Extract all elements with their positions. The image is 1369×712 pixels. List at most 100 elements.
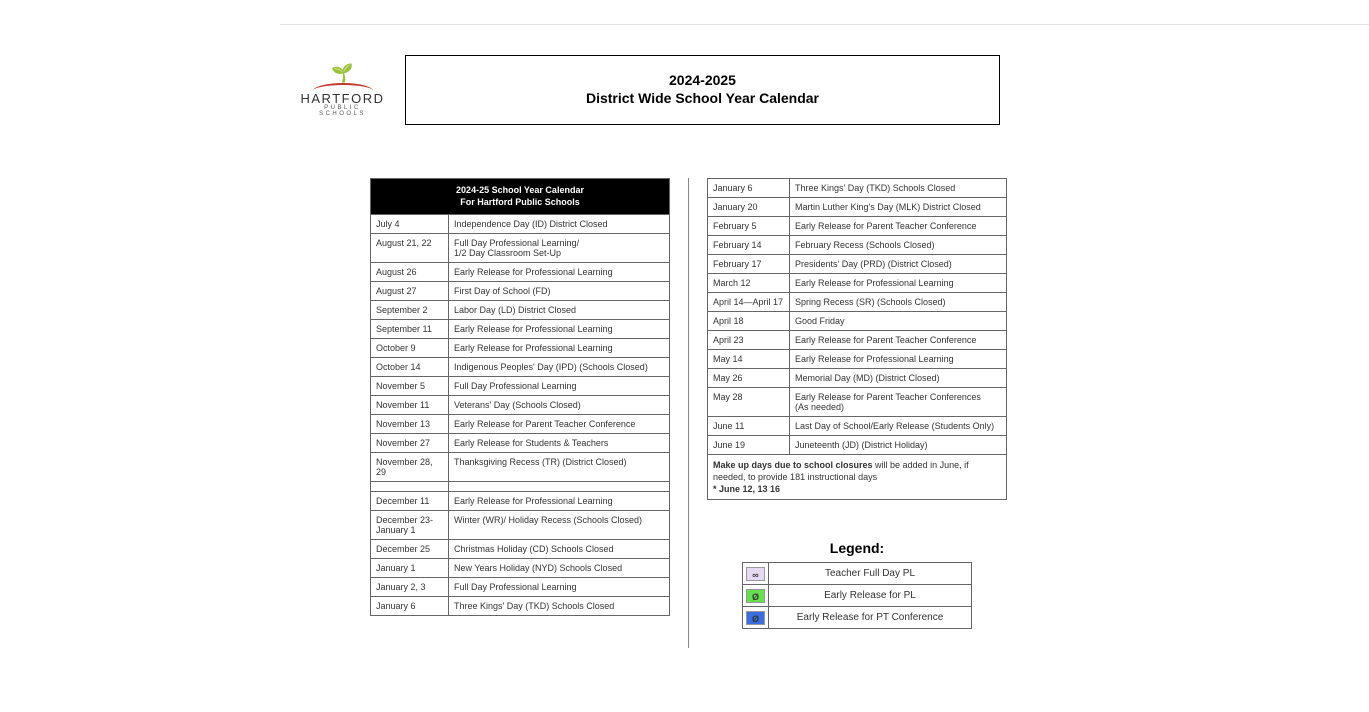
date-cell: November 13 <box>371 415 449 434</box>
table-row: January 1New Years Holiday (NYD) Schools… <box>371 559 670 578</box>
desc-cell: February Recess (Schools Closed) <box>790 236 1007 255</box>
date-cell: September 2 <box>371 301 449 320</box>
calendar-table-left: 2024-25 School Year Calendar For Hartfor… <box>370 178 670 616</box>
table-row: October 9Early Release for Professional … <box>371 339 670 358</box>
legend-swatch: Ø <box>743 585 769 607</box>
header: 🌱 HARTFORD PUBLIC SCHOOLS 2024-2025 Dist… <box>300 55 1000 125</box>
page-top-rule <box>280 24 1369 25</box>
date-cell: April 23 <box>708 331 790 350</box>
table-row: November 27Early Release for Students & … <box>371 434 670 453</box>
desc-cell: Winter (WR)/ Holiday Recess (Schools Clo… <box>449 511 670 540</box>
date-cell: December 11 <box>371 492 449 511</box>
table-row: May 26Memorial Day (MD) (District Closed… <box>708 369 1007 388</box>
desc-cell: Early Release for Students & Teachers <box>449 434 670 453</box>
table-row: April 18Good Friday <box>708 312 1007 331</box>
date-cell: January 1 <box>371 559 449 578</box>
date-cell: April 14—April 17 <box>708 293 790 312</box>
desc-cell: Christmas Holiday (CD) Schools Closed <box>449 540 670 559</box>
desc-cell: Early Release for Professional Learning <box>790 350 1007 369</box>
desc-cell: Early Release for Professional Learning <box>790 274 1007 293</box>
desc-cell: New Years Holiday (NYD) Schools Closed <box>449 559 670 578</box>
logo-arc <box>313 83 373 91</box>
desc-cell: Independence Day (ID) District Closed <box>449 215 670 234</box>
date-cell: December 25 <box>371 540 449 559</box>
logo-leaf-icon: 🌱 <box>300 64 385 82</box>
table-row: August 27First Day of School (FD) <box>371 282 670 301</box>
date-cell: January 6 <box>371 597 449 616</box>
legend-table: ∞Teacher Full Day PLØEarly Release for P… <box>742 562 972 629</box>
date-cell: November 11 <box>371 396 449 415</box>
left-table-header: 2024-25 School Year Calendar For Hartfor… <box>371 179 670 215</box>
desc-cell: Juneteenth (JD) (District Holiday) <box>790 436 1007 455</box>
table-row: February 14February Recess (Schools Clos… <box>708 236 1007 255</box>
date-cell: December 23- January 1 <box>371 511 449 540</box>
date-cell: June 19 <box>708 436 790 455</box>
date-cell: April 18 <box>708 312 790 331</box>
title-line: District Wide School Year Calendar <box>416 90 989 106</box>
date-cell: May 26 <box>708 369 790 388</box>
table-row: January 6Three Kings' Day (TKD) Schools … <box>371 597 670 616</box>
legend-row: ØEarly Release for PL <box>743 585 972 607</box>
right-column: January 6Three Kings' Day (TKD) Schools … <box>707 178 1007 629</box>
desc-cell: Martin Luther King's Day (MLK) District … <box>790 198 1007 217</box>
table-row: October 14Indigenous Peoples' Day (IPD) … <box>371 358 670 377</box>
desc-cell: Memorial Day (MD) (District Closed) <box>790 369 1007 388</box>
date-cell: January 2, 3 <box>371 578 449 597</box>
table-row: March 12Early Release for Professional L… <box>708 274 1007 293</box>
desc-cell: Indigenous Peoples' Day (IPD) (Schools C… <box>449 358 670 377</box>
table-row: September 2Labor Day (LD) District Close… <box>371 301 670 320</box>
desc-cell: First Day of School (FD) <box>449 282 670 301</box>
desc-cell: Spring Recess (SR) (Schools Closed) <box>790 293 1007 312</box>
legend: Legend: ∞Teacher Full Day PLØEarly Relea… <box>707 540 1007 629</box>
date-cell: February 5 <box>708 217 790 236</box>
legend-label: Early Release for PT Conference <box>769 607 972 629</box>
date-cell: June 11 <box>708 417 790 436</box>
desc-cell: Early Release for Parent Teacher Confere… <box>790 331 1007 350</box>
desc-cell: Early Release for Professional Learning <box>449 320 670 339</box>
table-row: December 11Early Release for Professiona… <box>371 492 670 511</box>
legend-swatch: Ø <box>743 607 769 629</box>
desc-cell: Full Day Professional Learning <box>449 377 670 396</box>
table-row: January 20Martin Luther King's Day (MLK)… <box>708 198 1007 217</box>
title-year: 2024-2025 <box>416 72 989 88</box>
desc-cell: Thanksgiving Recess (TR) (District Close… <box>449 453 670 482</box>
table-row: February 5Early Release for Parent Teach… <box>708 217 1007 236</box>
column-separator <box>688 178 689 648</box>
blank-row <box>371 482 670 492</box>
legend-row: ∞Teacher Full Day PL <box>743 563 972 585</box>
table-row: November 13Early Release for Parent Teac… <box>371 415 670 434</box>
date-cell: January 6 <box>708 179 790 198</box>
date-cell: August 26 <box>371 263 449 282</box>
title-box: 2024-2025 District Wide School Year Cale… <box>405 55 1000 125</box>
table-row: June 19Juneteenth (JD) (District Holiday… <box>708 436 1007 455</box>
desc-cell: Three Kings' Day (TKD) Schools Closed <box>449 597 670 616</box>
table-row: January 6Three Kings' Day (TKD) Schools … <box>708 179 1007 198</box>
table-row: September 11Early Release for Profession… <box>371 320 670 339</box>
desc-cell: Three Kings' Day (TKD) Schools Closed <box>790 179 1007 198</box>
table-row: November 5Full Day Professional Learning <box>371 377 670 396</box>
desc-cell: Presidents' Day (PRD) (District Closed) <box>790 255 1007 274</box>
table-row: December 25Christmas Holiday (CD) School… <box>371 540 670 559</box>
table-row: February 17Presidents' Day (PRD) (Distri… <box>708 255 1007 274</box>
date-cell: November 28, 29 <box>371 453 449 482</box>
date-cell: July 4 <box>371 215 449 234</box>
legend-row: ØEarly Release for PT Conference <box>743 607 972 629</box>
logo: 🌱 HARTFORD PUBLIC SCHOOLS <box>300 64 385 117</box>
table-row: April 23Early Release for Parent Teacher… <box>708 331 1007 350</box>
legend-label: Early Release for PL <box>769 585 972 607</box>
desc-cell: Early Release for Professional Learning <box>449 263 670 282</box>
desc-cell: Last Day of School/Early Release (Studen… <box>790 417 1007 436</box>
calendar-table-right: January 6Three Kings' Day (TKD) Schools … <box>707 178 1007 500</box>
date-cell: November 27 <box>371 434 449 453</box>
date-cell: February 14 <box>708 236 790 255</box>
desc-cell: Early Release for Professional Learning <box>449 339 670 358</box>
date-cell: May 14 <box>708 350 790 369</box>
table-row: November 11Veterans' Day (Schools Closed… <box>371 396 670 415</box>
table-row: December 23- January 1Winter (WR)/ Holid… <box>371 511 670 540</box>
table-row: June 11Last Day of School/Early Release … <box>708 417 1007 436</box>
desc-cell: Full Day Professional Learning <box>449 578 670 597</box>
table-row: May 28Early Release for Parent Teacher C… <box>708 388 1007 417</box>
table-row: July 4Independence Day (ID) District Clo… <box>371 215 670 234</box>
table-row: May 14Early Release for Professional Lea… <box>708 350 1007 369</box>
table-row: August 26Early Release for Professional … <box>371 263 670 282</box>
